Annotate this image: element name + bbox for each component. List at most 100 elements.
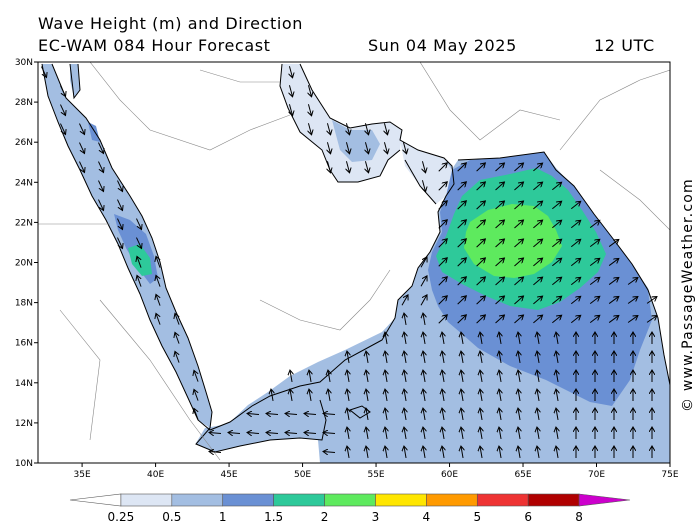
wave-arrow xyxy=(347,389,349,401)
wave-arrow xyxy=(156,256,161,268)
wave-arrow xyxy=(442,370,444,382)
wave-arrow xyxy=(514,315,523,324)
wave-arrow xyxy=(289,104,292,116)
wave-arrow xyxy=(533,182,542,191)
wave-arrow xyxy=(117,199,122,211)
wave-arrow xyxy=(627,297,638,304)
wave-arrow xyxy=(537,351,539,363)
wave-arrow xyxy=(537,370,539,382)
wave-arrow xyxy=(422,180,425,192)
wave-arrow xyxy=(347,408,349,420)
lat-tick-label: 28N xyxy=(15,98,33,108)
wave-arrow xyxy=(442,427,444,439)
wave-arrow xyxy=(514,239,523,248)
wave-arrow xyxy=(422,161,425,173)
wave-arrow xyxy=(537,389,539,401)
wave-arrow xyxy=(401,295,408,306)
wave-arrow xyxy=(404,332,406,344)
wave-arrow xyxy=(137,256,142,268)
wave-arrow xyxy=(556,370,558,382)
wave-arrow xyxy=(461,351,463,363)
wave-arrow xyxy=(518,370,520,382)
colorbar-bin xyxy=(273,493,325,507)
wave-arrow xyxy=(156,294,161,306)
wave-arrow xyxy=(327,161,330,173)
wave-arrow xyxy=(646,316,657,323)
wave-arrow xyxy=(209,432,222,433)
wave-arrow xyxy=(366,351,368,363)
wave-arrow xyxy=(423,351,425,363)
wave-arrow xyxy=(570,239,580,248)
wave-arrow xyxy=(518,389,520,401)
wave-band-red-sea-north xyxy=(88,122,100,142)
wave-arrow xyxy=(346,142,349,154)
wave-arrow xyxy=(570,315,580,324)
wave-arrow xyxy=(514,277,523,286)
wave-arrow xyxy=(627,278,638,285)
wave-arrow xyxy=(404,370,406,382)
wave-arrow xyxy=(556,389,558,401)
wave-arrow xyxy=(518,446,520,458)
wave-arrow xyxy=(480,427,482,439)
wave-arrow xyxy=(438,258,448,267)
wave-arrow xyxy=(366,427,368,439)
colorbar-bin xyxy=(222,493,274,507)
wave-arrow xyxy=(461,389,463,401)
wave-arrow xyxy=(514,182,523,191)
wave-arrow xyxy=(480,351,482,363)
wave-arrow xyxy=(285,413,298,414)
lat-tick-label: 22N xyxy=(15,218,33,228)
wave-arrow xyxy=(480,408,482,420)
wave-arrow xyxy=(438,277,448,286)
wave-arrow xyxy=(209,451,222,452)
colorbar-bin xyxy=(476,493,529,507)
wave-arrow xyxy=(537,332,539,344)
wave-arrow xyxy=(327,142,330,154)
wave-arrow xyxy=(476,163,486,172)
wave-arrow xyxy=(365,161,368,173)
wave-arrow xyxy=(289,85,292,97)
longitude-axis: 35E 40E 45E 50E 55E 60E 65E 70E 75E xyxy=(74,463,679,480)
wave-arrow xyxy=(608,315,619,323)
wave-arrow xyxy=(308,85,311,97)
wave-arrow xyxy=(495,163,505,172)
wave-arrow xyxy=(98,199,103,211)
wave-arrow xyxy=(323,432,336,433)
wave-arrow xyxy=(366,389,368,401)
wave-arrow xyxy=(404,446,406,458)
wave-arrow xyxy=(194,389,199,401)
colorbar-label: 4 xyxy=(423,510,431,524)
wave-arrow xyxy=(457,258,467,267)
wave-arrow xyxy=(533,296,542,305)
wave-arrow xyxy=(438,296,448,305)
lat-tick-label: 14N xyxy=(15,379,33,389)
wave-arrow xyxy=(289,66,292,78)
wave-arrow xyxy=(228,432,241,433)
wave-arrow xyxy=(608,277,619,285)
wave-arrow xyxy=(533,258,542,267)
wave-arrow xyxy=(117,237,122,249)
wave-arrow xyxy=(570,296,580,305)
wave-arrow xyxy=(457,315,467,324)
wave-arrow xyxy=(552,277,561,286)
wave-arrow xyxy=(646,297,657,304)
wave-arrow xyxy=(347,370,349,382)
wave-arrow xyxy=(457,296,467,305)
wave-arrow xyxy=(537,408,539,420)
wave-arrow xyxy=(627,316,638,323)
wave-arrow xyxy=(290,370,292,382)
lon-tick-label: 60E xyxy=(441,470,458,480)
wave-arrow xyxy=(98,180,103,192)
wave-arrow xyxy=(423,389,425,401)
wave-arrow xyxy=(495,182,505,191)
wave-arrow xyxy=(570,220,580,229)
wave-arrow xyxy=(60,85,65,97)
wave-arrow xyxy=(79,142,84,154)
wave-arrow xyxy=(438,201,448,210)
wave-arrow xyxy=(514,163,523,172)
lat-tick-label: 18N xyxy=(15,299,33,309)
wave-arrow xyxy=(304,413,317,414)
wave-arrow xyxy=(423,370,425,382)
wave-arrow xyxy=(438,182,448,191)
wave-arrow xyxy=(98,161,103,173)
